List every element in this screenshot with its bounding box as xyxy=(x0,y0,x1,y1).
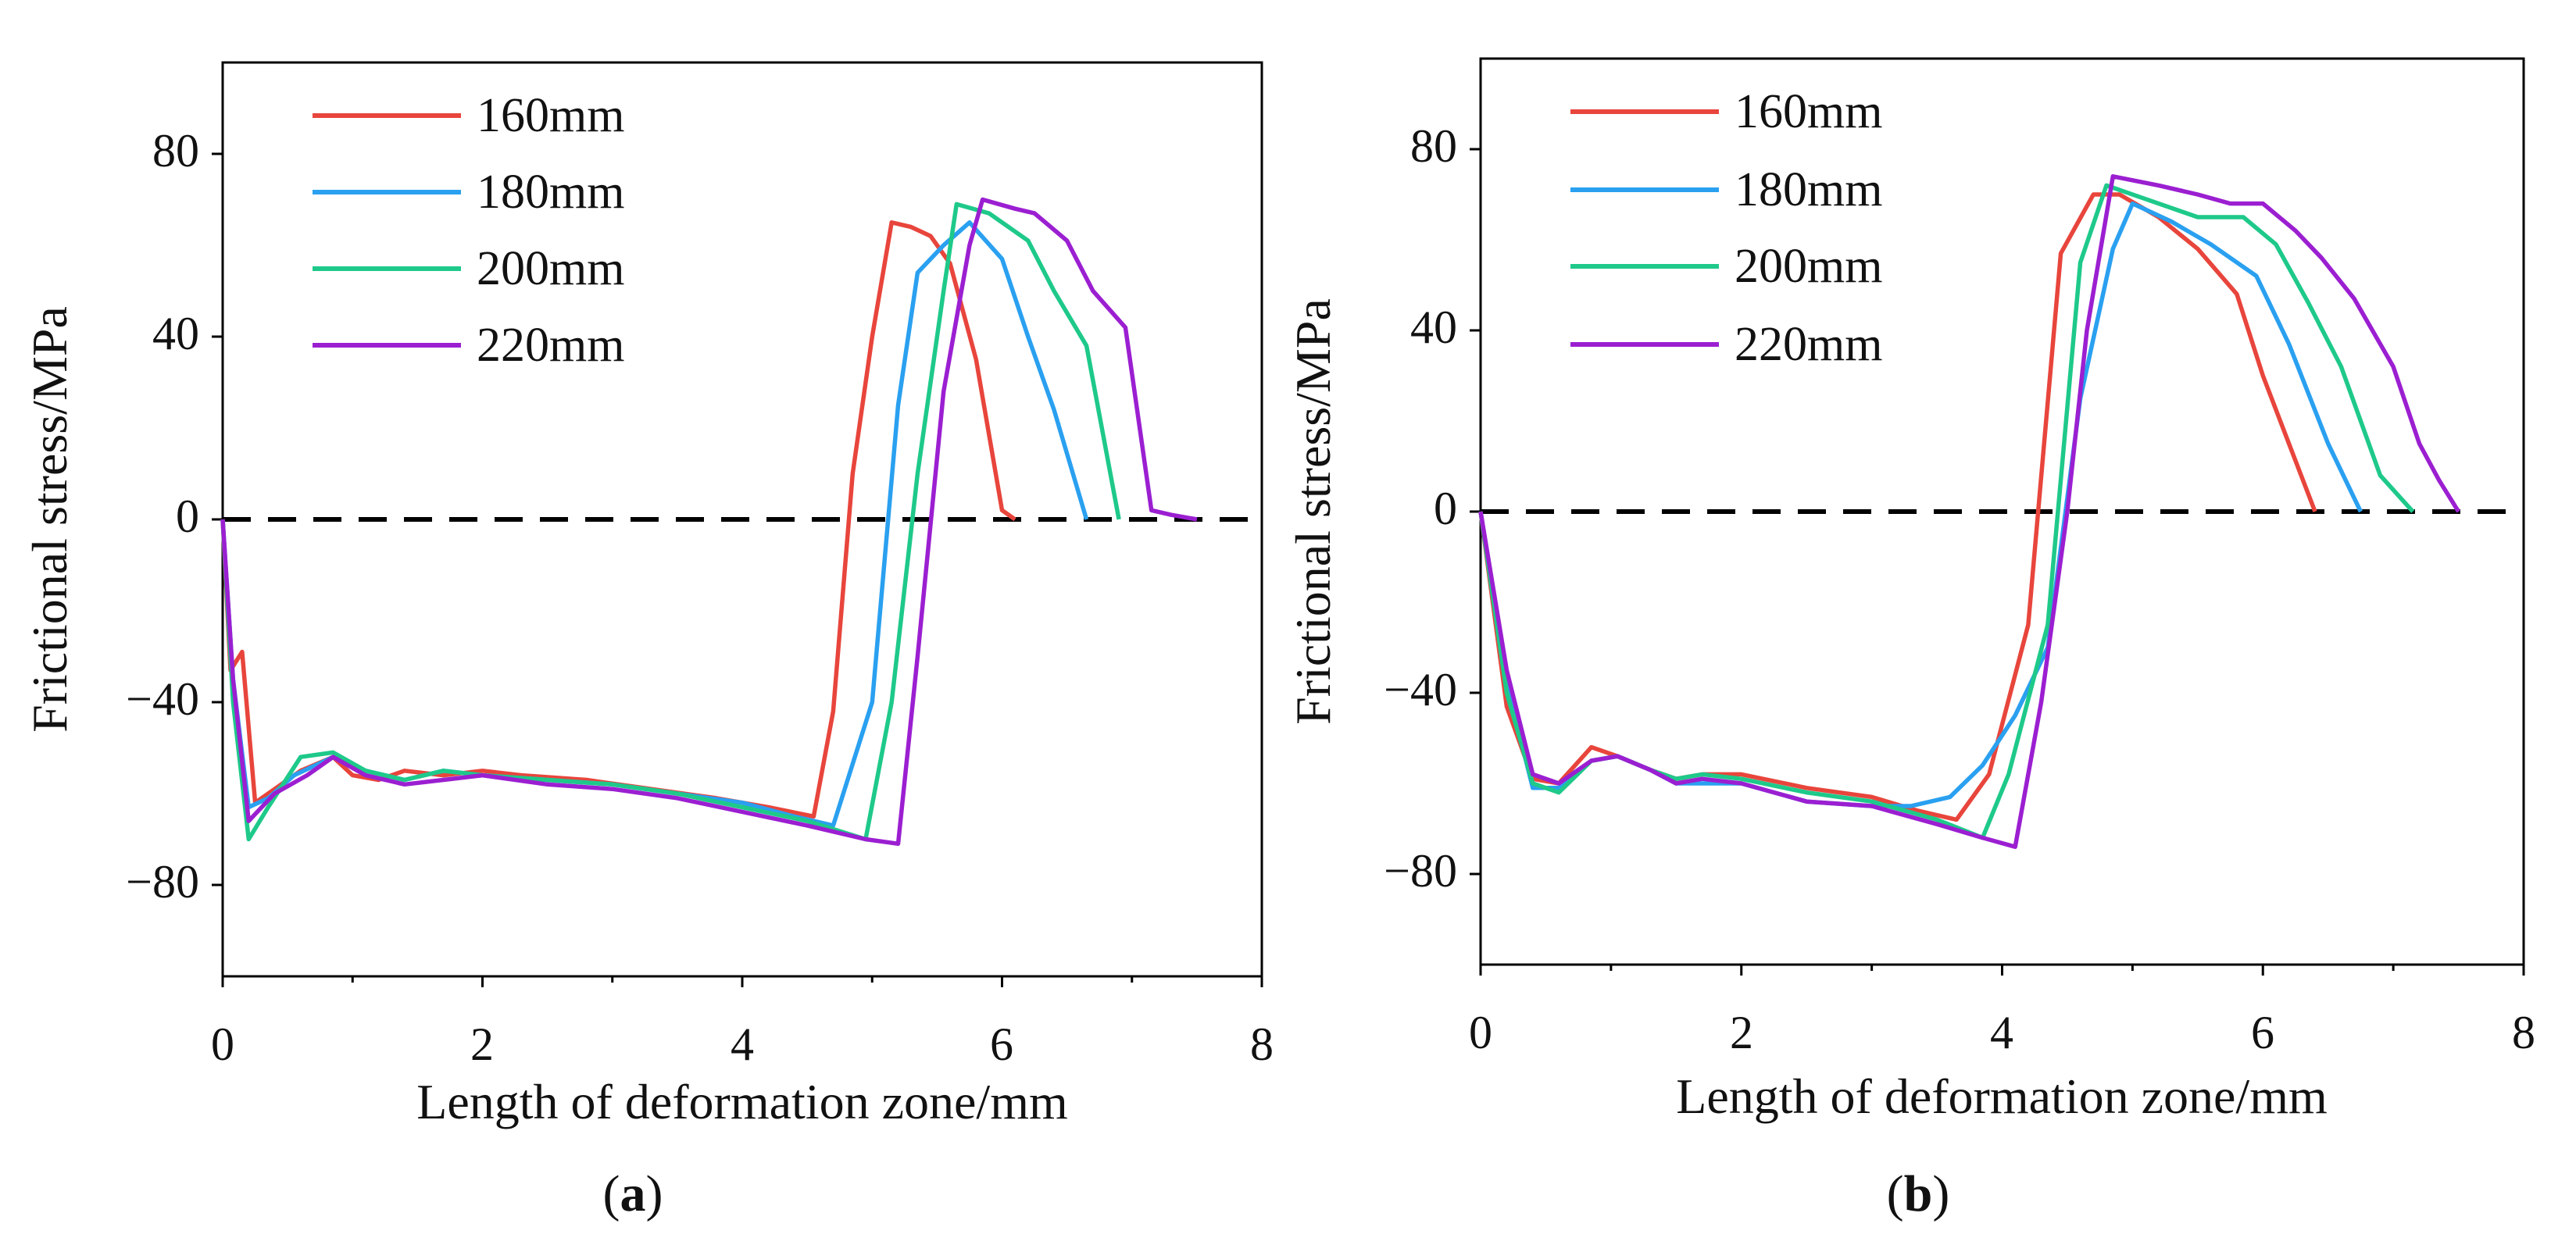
panel-b-tick-marks xyxy=(1470,148,2525,976)
panel-a-ytick-label: 80 xyxy=(152,125,199,177)
panel-a-ytick-label: 0 xyxy=(176,491,199,542)
panel-b: 80 40 0 −40 −80 0 2 4 6 8 Length of defo… xyxy=(1285,57,2535,1222)
panel-b-x-axis-title: Length of deformation zone/mm xyxy=(1676,1068,2328,1124)
panel-a-legend-label-180mm: 180mm xyxy=(477,166,624,219)
panel-a-series-line-220mm xyxy=(220,197,1198,847)
panel-b-legend-label-220mm: 220mm xyxy=(1735,318,1882,371)
panel-b-y-axis-title: Frictional stress/MPa xyxy=(1285,298,1341,725)
panel-a-legend-label-160mm: 160mm xyxy=(477,89,624,142)
panel-a-xtick-label: 2 xyxy=(470,1018,494,1070)
panel-a-tick-marks xyxy=(212,152,1263,987)
panel-a-ytick-label: 40 xyxy=(152,308,199,359)
panel-b-ytick-label: 80 xyxy=(1410,120,1457,172)
panel-a-series-line-200mm xyxy=(220,202,1121,842)
panel-b-xtick-label: 4 xyxy=(1990,1007,2013,1058)
panel-a-label-close-paren: ) xyxy=(646,1165,663,1222)
panel-a-y-axis-title: Frictional stress/MPa xyxy=(22,306,77,733)
panel-b-legend-label-200mm: 200mm xyxy=(1735,240,1882,293)
panel-b-series-line-160mm xyxy=(1478,192,2317,822)
panel-b-ytick-label: −40 xyxy=(1384,664,1457,715)
panel-b-label-close-paren: ) xyxy=(1932,1165,1949,1222)
panel-b-legend-label-180mm: 180mm xyxy=(1735,163,1882,216)
panel-a-label-open-paren: ( xyxy=(603,1165,620,1222)
panel-b-label-letter: b xyxy=(1904,1165,1933,1222)
panel-b-xtick-label: 2 xyxy=(1730,1007,1753,1058)
panel-b-label-open-paren: ( xyxy=(1887,1165,1904,1222)
panel-b-label: (b) xyxy=(1887,1165,1950,1222)
panel-a-legend: 160mm 180mm 200mm 220mm xyxy=(313,89,624,372)
panel-b-xtick-label: 6 xyxy=(2251,1007,2274,1058)
panel-b-xtick-label: 8 xyxy=(2512,1007,2535,1058)
panel-a-xtick-label: 4 xyxy=(731,1018,754,1070)
panel-a-series-line-160mm xyxy=(220,220,1016,819)
panel-b-ytick-label: 40 xyxy=(1410,301,1457,353)
panel-a-ytick-label: −40 xyxy=(126,673,199,725)
panel-b-series-line-220mm xyxy=(1478,174,2460,849)
panel-b-series-line-180mm xyxy=(1478,201,2363,808)
panel-b-ytick-label: −80 xyxy=(1384,845,1457,897)
panel-a-label: (a) xyxy=(603,1165,663,1222)
panel-a-legend-label-220mm: 220mm xyxy=(477,319,624,372)
panel-a-xtick-label: 0 xyxy=(211,1018,234,1070)
panel-a-xtick-label: 6 xyxy=(990,1018,1013,1070)
panel-a-legend-label-200mm: 200mm xyxy=(477,242,624,295)
panel-a-label-letter: a xyxy=(620,1165,646,1222)
panel-a-xtick-label: 8 xyxy=(1250,1018,1274,1070)
panel-b-legend: 160mm 180mm 200mm 220mm xyxy=(1570,85,1882,371)
panel-a: 80 40 0 −40 −80 0 2 4 6 8 Length of defo… xyxy=(22,61,1274,1222)
panel-b-series-lines xyxy=(1478,174,2460,849)
panel-a-series-lines xyxy=(220,197,1198,847)
panel-b-xtick-label: 0 xyxy=(1469,1007,1492,1058)
panel-a-ytick-label: −80 xyxy=(126,856,199,908)
panel-b-legend-label-160mm: 160mm xyxy=(1735,85,1882,138)
panel-a-x-axis-title: Length of deformation zone/mm xyxy=(416,1074,1068,1129)
panel-b-ytick-label: 0 xyxy=(1434,483,1457,534)
